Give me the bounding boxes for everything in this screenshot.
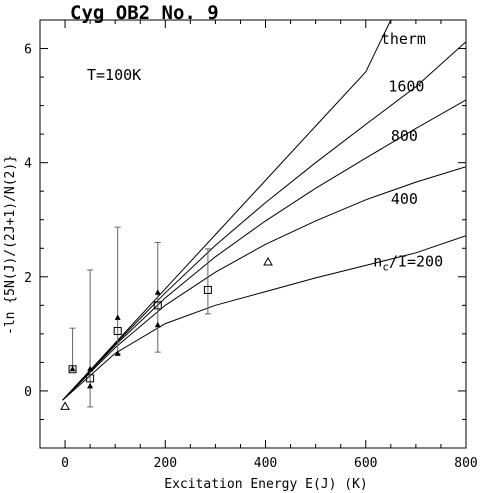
y-tick-label: 0 <box>24 385 32 400</box>
y-tick-label: 6 <box>24 43 32 58</box>
filled-triangle-marker <box>114 314 121 320</box>
y-tick-label: 4 <box>24 157 32 172</box>
model-curves <box>62 20 466 401</box>
square-marker <box>203 285 212 294</box>
open-triangle-marker <box>263 257 273 266</box>
curve-label: nc/I=200 <box>373 253 443 274</box>
square-marker <box>86 374 95 383</box>
x-tick-label: 600 <box>354 456 377 471</box>
temperature-annotation: T=100K <box>87 66 141 84</box>
y-axis-label: -ln {5N(J)/(2J+1)/N(2)} <box>3 155 18 335</box>
error-bars <box>69 226 211 408</box>
filled-triangle-marker <box>154 289 161 295</box>
model-curve <box>62 41 466 401</box>
curve-label-sub: c <box>382 261 389 274</box>
data-points <box>60 257 273 410</box>
filled-triangle-marker <box>87 382 94 389</box>
axis-ticks: 0 200 400 600 800 0 2 4 6 <box>24 19 478 471</box>
filled-triangle-marker <box>154 321 161 328</box>
model-curve <box>62 20 392 401</box>
x-tick-label: 200 <box>154 456 177 471</box>
curve-label: 1600 <box>388 77 424 95</box>
filled-triangle-marker <box>114 350 121 356</box>
square-marker <box>113 327 122 336</box>
filled-triangle-marker <box>87 365 94 372</box>
model-curve <box>62 99 466 401</box>
model-curve <box>62 235 466 401</box>
plot-frame <box>39 19 467 449</box>
x-axis-label: Excitation Energy E(J) (K) <box>164 477 368 492</box>
curve-label-rest: /I=200 <box>389 253 443 271</box>
curve-label: 800 <box>391 127 418 145</box>
curve-labels: therm 1600 800 400 nc/I=200 <box>373 30 443 274</box>
open-triangle-marker <box>60 401 70 410</box>
model-curve <box>62 166 466 401</box>
chart-title: Cyg OB2 No. 9 <box>70 2 219 24</box>
plot-frame-rect <box>39 19 467 449</box>
x-tick-label: 400 <box>254 456 277 471</box>
x-tick-label: 0 <box>61 456 69 471</box>
x-tick-label: 800 <box>454 456 477 471</box>
y-tick-label: 2 <box>24 271 32 286</box>
curve-label: therm <box>381 30 426 48</box>
curve-label: 400 <box>391 190 418 208</box>
filled-triangle-marker <box>69 365 76 372</box>
curve-label-main: n <box>373 253 382 271</box>
square-marker <box>153 301 162 310</box>
